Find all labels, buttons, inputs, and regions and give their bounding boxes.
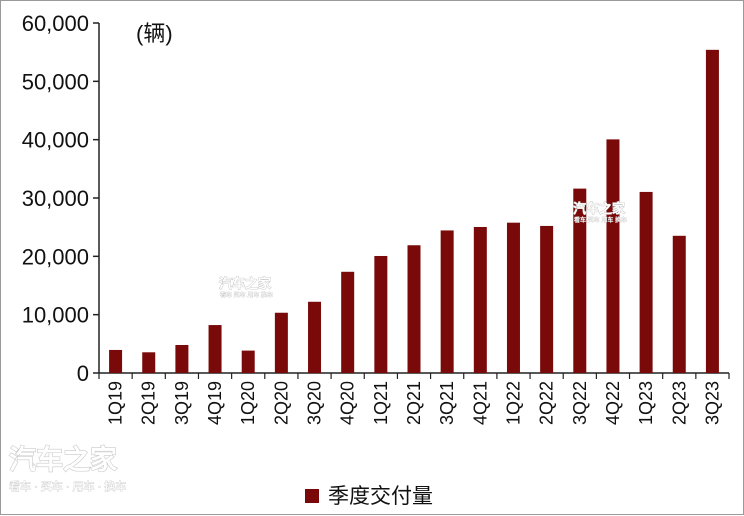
x-tick-label: 1Q20 (238, 381, 258, 425)
x-tick-label: 2Q23 (669, 381, 689, 425)
svg-text:看车 · 买车 · 用车 · 换车: 看车 · 买车 · 用车 · 换车 (9, 479, 126, 493)
bar (540, 225, 554, 373)
bar (606, 139, 620, 373)
bar (374, 255, 388, 373)
x-tick-label: 4Q20 (338, 381, 358, 425)
x-tick-label: 2Q19 (139, 381, 159, 425)
x-tick-label: 3Q21 (437, 381, 457, 425)
svg-text:汽车之家: 汽车之家 (9, 444, 117, 475)
bars (109, 49, 719, 373)
bar (473, 226, 487, 373)
legend: 季度交付量 (305, 485, 433, 508)
bar (407, 245, 421, 373)
x-tick-label: 4Q21 (470, 381, 490, 425)
y-tick-label: 30,000 (22, 186, 89, 211)
x-tick-label: 4Q22 (603, 381, 623, 425)
bar (440, 230, 454, 373)
legend-label: 季度交付量 (328, 485, 433, 508)
y-axis: 0 10,000 20,000 30,000 40,000 50,000 60,000 (22, 11, 100, 386)
x-tick-label: 2Q22 (537, 381, 557, 425)
bar (672, 235, 686, 373)
x-tick-label: 3Q19 (172, 381, 192, 425)
svg-text:看车 买车 用车 换车: 看车 买车 用车 换车 (574, 216, 627, 224)
x-tick-label: 3Q20 (305, 381, 325, 425)
bar (241, 350, 255, 373)
bar (639, 191, 653, 373)
x-tick-label: 1Q21 (371, 381, 391, 425)
x-tick-label: 4Q19 (205, 381, 225, 425)
x-tick-label: 3Q23 (702, 381, 722, 425)
bar (308, 301, 322, 373)
bar (142, 352, 156, 373)
legend-swatch (305, 489, 319, 503)
y-tick-label: 60,000 (22, 11, 89, 36)
bar (175, 345, 189, 373)
bar (208, 325, 222, 373)
bar (274, 312, 288, 373)
y-tick-label: 20,000 (22, 244, 89, 269)
svg-text:汽车之家: 汽车之家 (573, 201, 626, 216)
x-axis: 1Q19 2Q19 3Q19 4Q19 1Q20 2Q20 3Q20 4Q20 1Q21 2Q21… (98, 372, 730, 425)
x-tick-label: 2Q21 (404, 381, 424, 425)
y-tick-label: 40,000 (22, 128, 89, 153)
x-tick-label: 2Q20 (271, 381, 291, 425)
bar (705, 49, 719, 373)
watermark-logo-large: 汽车之家 看车 · 买车 · 用车 · 换车 (8, 443, 126, 493)
unit-label: (辆) (136, 21, 173, 46)
svg-text:看车 买车 用车 换车: 看车 买车 用车 换车 (220, 291, 273, 299)
bar (573, 188, 587, 373)
bar (109, 349, 123, 373)
x-tick-label: 3Q22 (570, 381, 590, 425)
y-tick-label: 0 (77, 361, 89, 386)
y-tick-label: 10,000 (22, 303, 89, 328)
x-tick-label: 1Q22 (503, 381, 523, 425)
y-tick-label: 50,000 (22, 69, 89, 94)
x-tick-label: 1Q23 (636, 381, 656, 425)
watermark-logo-center: 汽车之家 看车 买车 用车 换车 (219, 276, 274, 300)
bar (341, 271, 355, 373)
watermark-logo-right: 汽车之家 看车 买车 用车 换车 (573, 201, 628, 225)
bar (506, 222, 520, 373)
x-tick-label: 1Q19 (106, 381, 126, 425)
svg-text:汽车之家: 汽车之家 (219, 276, 272, 291)
